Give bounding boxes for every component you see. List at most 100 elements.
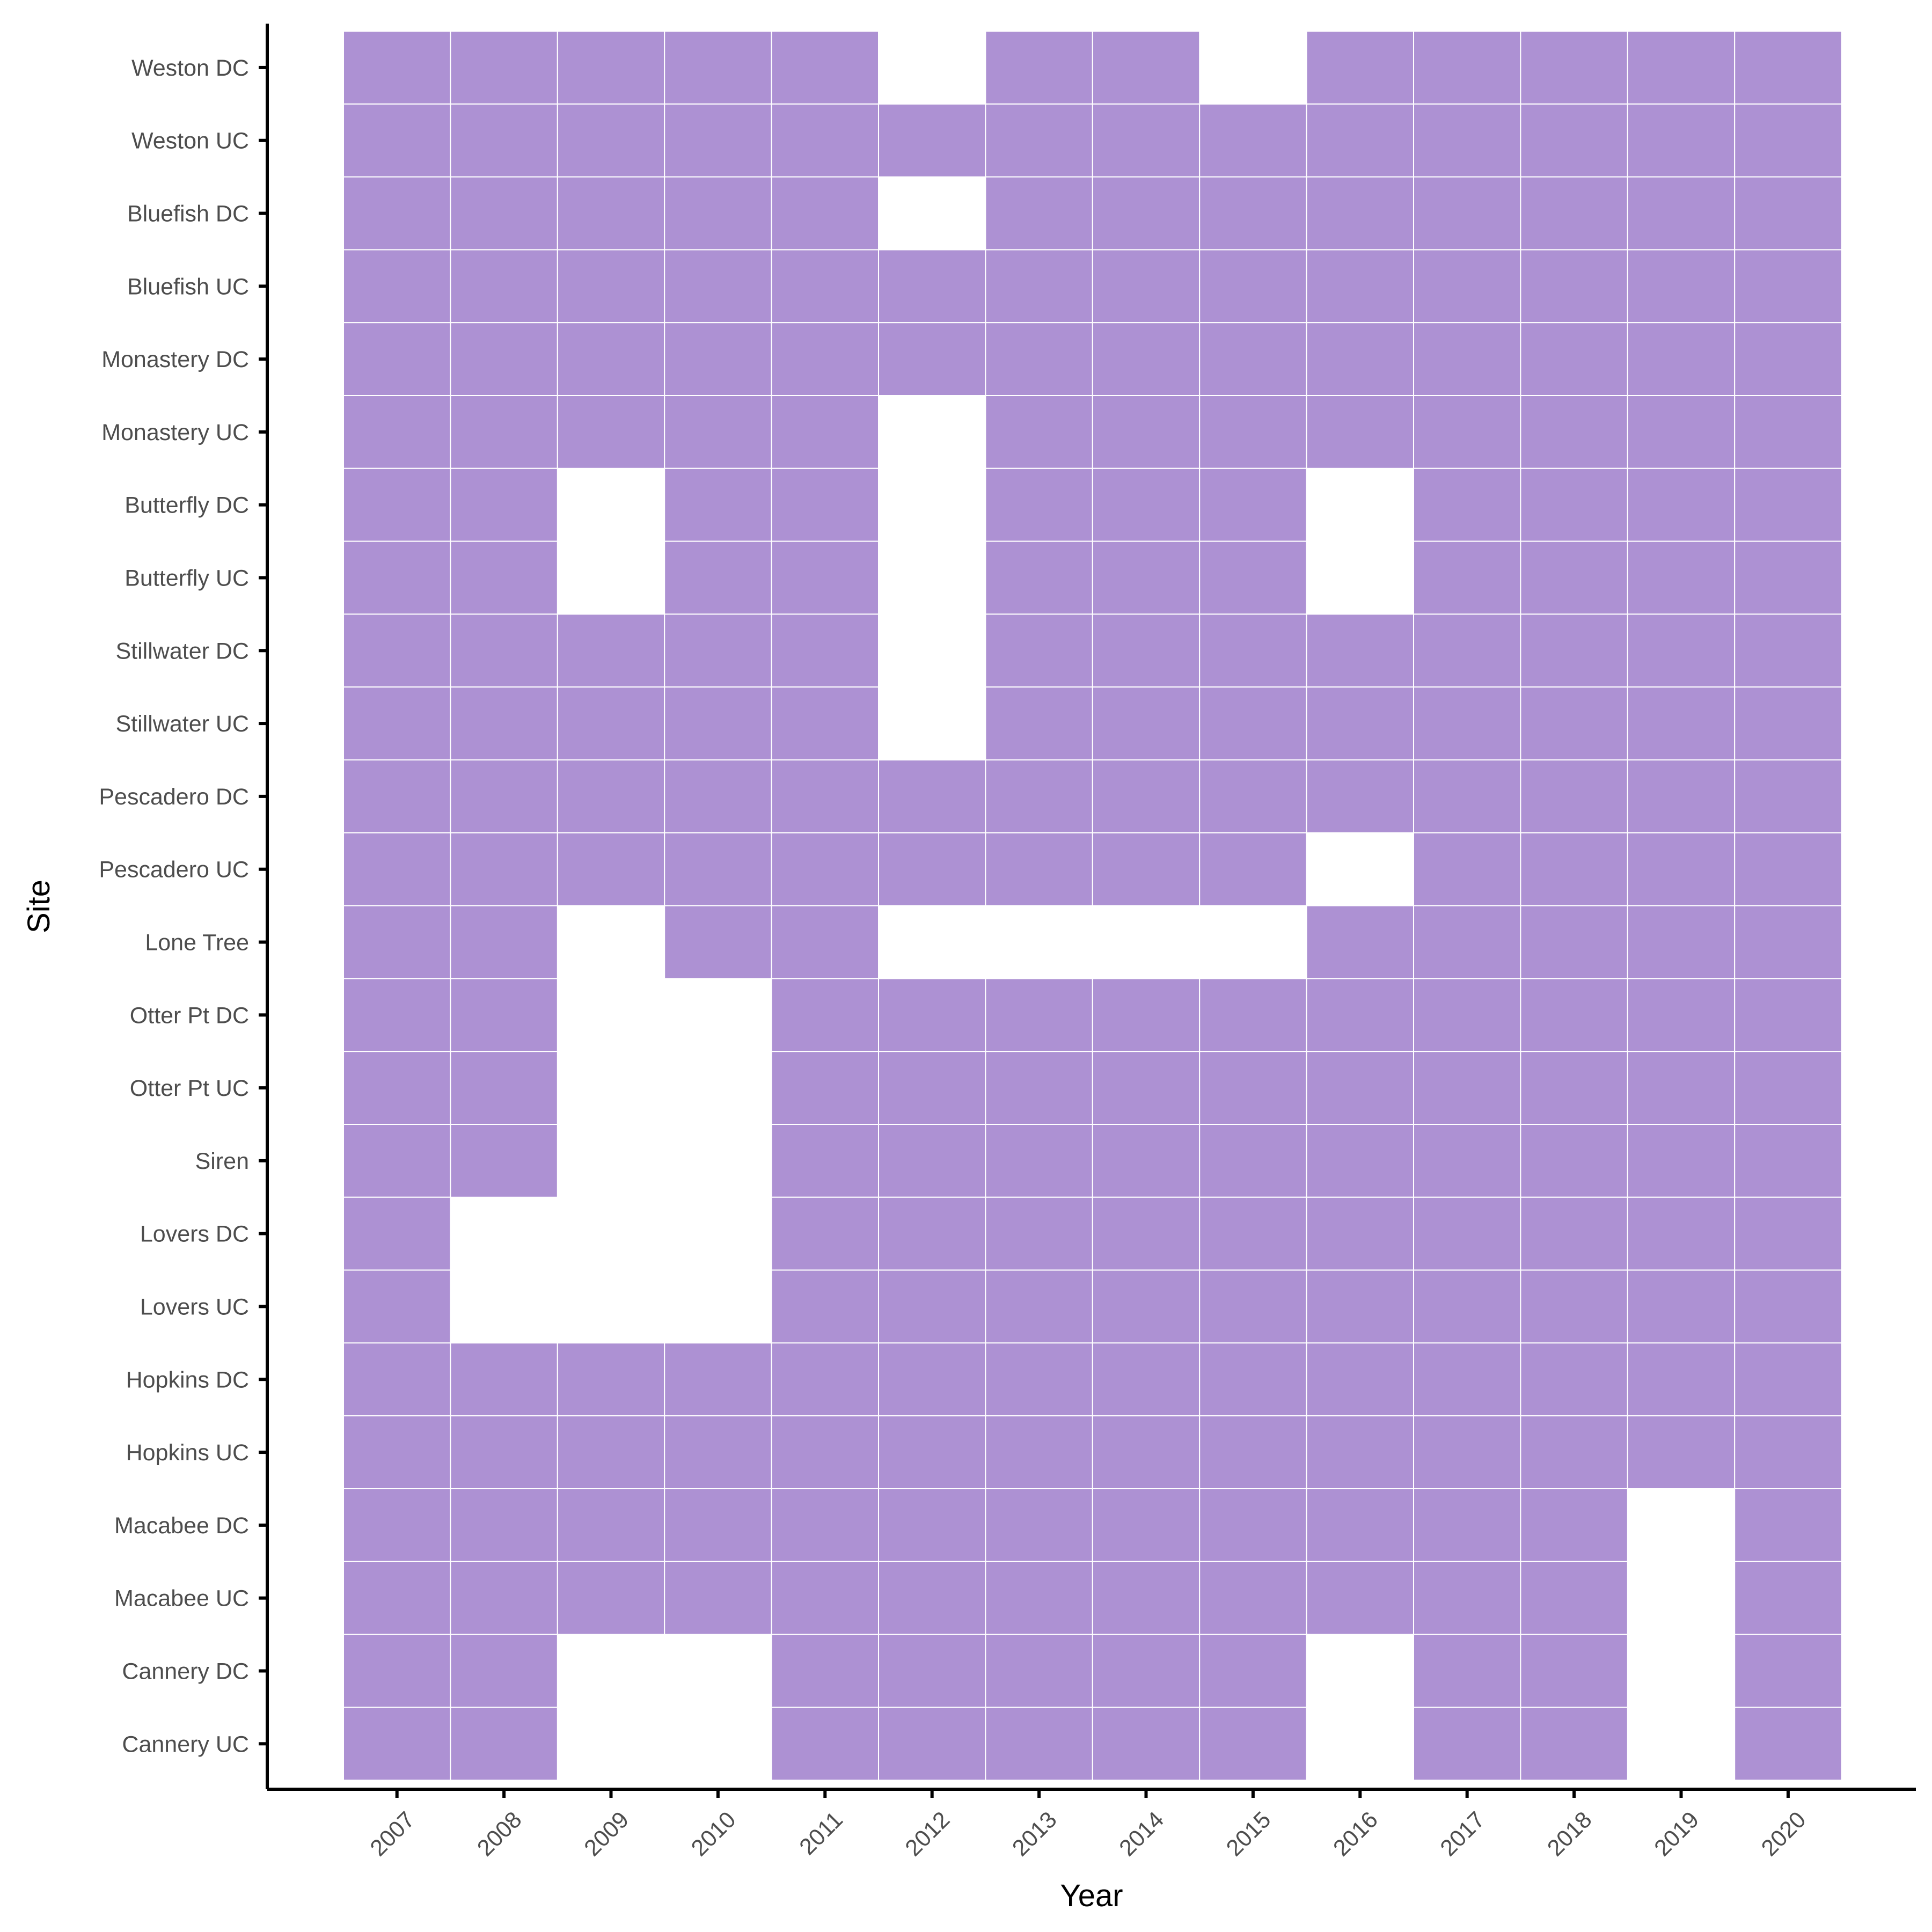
heatmap-cell	[985, 1707, 1093, 1781]
heatmap-cell	[1199, 978, 1307, 1052]
heatmap-cell	[1306, 978, 1415, 1052]
heatmap-cell	[1306, 613, 1415, 688]
y-tick-label: Hopkins UC	[126, 1440, 249, 1466]
heatmap-cell	[557, 832, 665, 906]
heatmap-cell	[878, 978, 986, 1052]
heatmap-cell	[1734, 31, 1842, 105]
x-tick-label: 2012	[901, 1807, 955, 1862]
heatmap-cell	[1627, 1269, 1736, 1344]
heatmap-cell	[771, 759, 879, 833]
heatmap-cell	[1199, 1561, 1307, 1635]
heatmap-cell	[1199, 686, 1307, 760]
heatmap-cell	[450, 467, 558, 542]
heatmap-cell	[771, 1707, 879, 1781]
y-tick-label: Cannery UC	[122, 1731, 249, 1757]
heatmap-cell	[450, 978, 558, 1052]
heatmap-cell	[1734, 905, 1842, 979]
heatmap-cell	[343, 686, 451, 760]
x-tick-label: 2018	[1542, 1807, 1597, 1862]
heatmap-cell	[1092, 613, 1201, 688]
heatmap-cell	[664, 31, 772, 105]
heatmap-cell	[1520, 31, 1628, 105]
x-tick-label: 2016	[1328, 1807, 1383, 1862]
heatmap-cell	[878, 1634, 986, 1708]
heatmap-cell	[343, 1488, 451, 1562]
heatmap-cell	[771, 322, 879, 397]
heatmap-cell	[664, 1342, 772, 1417]
heatmap-cell	[664, 905, 772, 979]
heatmap-cell	[450, 1561, 558, 1635]
heatmap-cell	[1520, 1196, 1628, 1271]
heatmap-cell	[1199, 759, 1307, 833]
heatmap-cell	[1092, 322, 1201, 397]
heatmap-cell	[1627, 1196, 1736, 1271]
heatmap-cell	[1734, 1634, 1842, 1708]
heatmap-cell	[985, 613, 1093, 688]
heatmap-cell	[985, 1196, 1093, 1271]
heatmap-cell	[664, 467, 772, 542]
heatmap-cell	[557, 395, 665, 469]
heatmap-cell	[1734, 1561, 1842, 1635]
heatmap-cell	[664, 759, 772, 833]
x-tick-label: 2017	[1436, 1807, 1490, 1862]
heatmap-cell	[878, 1124, 986, 1198]
heatmap-cell	[985, 176, 1093, 251]
x-tick-label: 2007	[365, 1807, 420, 1862]
heatmap-cell	[450, 759, 558, 833]
heatmap-cell	[1627, 686, 1736, 760]
heatmap-cell	[985, 249, 1093, 324]
heatmap-cell	[1734, 249, 1842, 324]
x-tick-label: 2010	[686, 1807, 741, 1862]
heatmap-cell	[343, 467, 451, 542]
heatmap-cell	[1734, 1269, 1842, 1344]
heatmap-cell	[985, 1051, 1093, 1125]
heatmap-cell	[1734, 467, 1842, 542]
heatmap-cell	[343, 759, 451, 833]
heatmap-cell	[450, 1342, 558, 1417]
heatmap-cell	[1306, 1488, 1415, 1562]
heatmap-cell	[343, 832, 451, 906]
heatmap-cell	[1734, 1051, 1842, 1125]
heatmap-cell	[557, 249, 665, 324]
heatmap-cell	[450, 103, 558, 178]
heatmap-cell	[1199, 1415, 1307, 1489]
heatmap-cell	[771, 540, 879, 615]
heatmap-cell	[1734, 1707, 1842, 1781]
heatmap-cell	[1734, 395, 1842, 469]
heatmap-cell	[450, 395, 558, 469]
heatmap-cell	[557, 322, 665, 397]
heatmap-cell	[1734, 1342, 1842, 1417]
heatmap-cell	[1092, 1124, 1201, 1198]
y-tick-label: Otter Pt DC	[130, 1002, 249, 1028]
heatmap-cell	[1734, 176, 1842, 251]
heatmap-cell	[771, 103, 879, 178]
heatmap-cell	[450, 905, 558, 979]
heatmap-cell	[985, 31, 1093, 105]
x-tick-label: 2013	[1007, 1807, 1062, 1862]
heatmap-cell	[664, 1488, 772, 1562]
heatmap-cell	[771, 1196, 879, 1271]
heatmap-cell	[1413, 613, 1521, 688]
heatmap-cell	[343, 31, 451, 105]
heatmap-cell	[1627, 978, 1736, 1052]
y-tick-label: Cannery DC	[122, 1659, 249, 1685]
y-tick-label: Bluefish UC	[127, 274, 249, 299]
heatmap-cell	[1627, 613, 1736, 688]
heatmap-cell	[1413, 1051, 1521, 1125]
heatmap-cell	[771, 249, 879, 324]
heatmap-cell	[1306, 395, 1415, 469]
heatmap-cell	[557, 759, 665, 833]
heatmap-cell	[1734, 103, 1842, 178]
heatmap-cell	[1520, 395, 1628, 469]
heatmap-cell	[878, 1561, 986, 1635]
heatmap-cell	[343, 1342, 451, 1417]
heatmap-cell	[1413, 31, 1521, 105]
heatmap-cell	[985, 322, 1093, 397]
heatmap-cell	[985, 978, 1093, 1052]
heatmap-cell	[1199, 1269, 1307, 1344]
heatmap-cell	[771, 1634, 879, 1708]
heatmap-cell	[1092, 832, 1201, 906]
heatmap-cell	[1627, 467, 1736, 542]
heatmap-cell	[557, 1415, 665, 1489]
heatmap-cell	[1413, 176, 1521, 251]
